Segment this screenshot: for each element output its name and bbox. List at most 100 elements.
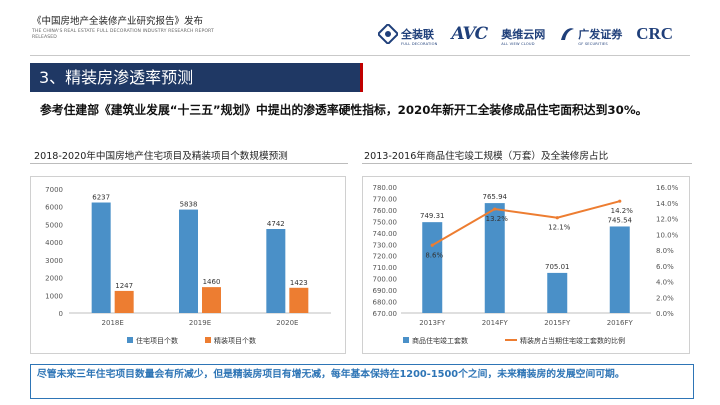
chart2-ytick-label: 740.00 [373, 230, 398, 238]
quanzhuanglian-icon [378, 24, 398, 44]
crc-logo: CRC [636, 24, 673, 44]
chart1-title-underline [30, 163, 348, 164]
chart1-ytick-label: 3000 [45, 257, 63, 265]
chart1-data-label: 6237 [92, 194, 110, 202]
chart2-frame: 670.00 680.00 690.00 700.00 710.00 720.00 730.… [362, 176, 690, 354]
chart2-y2tick-label: 10.0% [656, 231, 679, 239]
chart2-ytick-label: 690.00 [373, 287, 398, 295]
crc-name: CRC [636, 24, 674, 43]
chart2-xtick-label: 2016FY [607, 319, 634, 327]
chart2-ytick-label: 760.00 [373, 207, 398, 215]
chart2-legend-label-line: 精装房占当期住宅竣工套数的比例 [520, 336, 625, 345]
chart2-bar-data-label: 705.01 [545, 263, 570, 271]
chart1-bar-residential [179, 209, 198, 313]
avc-logo: AVC [451, 24, 489, 44]
gf-securities-icon [561, 28, 575, 40]
chart1-ytick-label: 6000 [45, 204, 63, 212]
chart1-bar-residential [91, 202, 111, 313]
chart2-line-point [555, 216, 559, 220]
chart1-legend-swatch [205, 337, 211, 343]
chart2-legend-swatch-bar [403, 337, 409, 343]
chart1-bar-decorated [202, 287, 221, 313]
chart1-legend-label: 精装项目个数 [214, 336, 256, 345]
chart2-line-point [430, 243, 434, 247]
chart1-xtick-label: 2020E [276, 319, 298, 327]
chart2-title: 2013-2016年商品住宅竣工规模（万套）及全装修房占比 [364, 151, 609, 162]
chart2-bar [484, 203, 505, 313]
chart2-ytick-label: 770.00 [373, 195, 398, 203]
chart1-ytick-label: 4000 [45, 239, 63, 247]
chart1-data-label: 1423 [290, 279, 308, 287]
chart2-bar [547, 272, 568, 313]
chart2-y2tick-label: 4.0% [656, 279, 674, 287]
chart1-ytick-label: 5000 [45, 221, 63, 229]
chart2-line-point [493, 207, 497, 211]
chart2-bar [609, 226, 630, 313]
chart2-ytick-label: 730.00 [373, 241, 398, 249]
chart1-title: 2018-2020年中国房地产住宅项目及精装项目个数规模预测 [34, 151, 288, 162]
chart2-svg: 670.00 680.00 690.00 700.00 710.00 720.00 730.… [373, 184, 679, 345]
chart2-ytick-label: 780.00 [373, 184, 398, 192]
allviewcloud-logo: 奥维云网 ALL VIEW CLOUD [501, 23, 545, 46]
chart2-line-point [618, 199, 622, 203]
chart2-y2tick-label: 0.0% [656, 310, 674, 318]
chart2-y2tick-label: 12.0% [656, 216, 679, 224]
quanzhuanglian-name: 全装联 [401, 27, 434, 41]
chart1-xtick-label: 2018E [102, 319, 124, 327]
key-statement: 参考住建部《建筑业发展“十三五”规划》中提出的渗透率硬性指标，2020年新开工全… [40, 103, 648, 117]
quanzhuanglian-logo: 全装联 FULL DECORATION [378, 23, 438, 46]
chart2-line-data-label: 12.1% [548, 224, 571, 232]
chart2-ratio-line [431, 200, 621, 247]
chart1-data-label: 4742 [267, 220, 285, 228]
chart2-xtick-label: 2013FY [419, 319, 446, 327]
chart1-legend-swatch [127, 337, 133, 343]
chart2-ytick-label: 680.00 [373, 299, 398, 307]
chart1-bar-decorated [289, 287, 309, 313]
chart1-bar-decorated [114, 290, 134, 313]
chart1-ytick-label: 2000 [45, 275, 63, 283]
chart1-ytick-label: 1000 [45, 292, 63, 300]
chart1-data-label: 5838 [180, 201, 198, 209]
quanzhuanglian-sub: FULL DECORATION [401, 41, 438, 46]
chart2-ytick-label: 750.00 [373, 218, 398, 226]
section-accent [360, 63, 363, 92]
chart2-line-data-label: 13.2% [486, 215, 509, 223]
chart2-ytick-label: 700.00 [373, 276, 398, 284]
chart2-y2tick-label: 14.0% [656, 200, 679, 208]
gf-securities-sub: GF SECURITIES [578, 41, 608, 46]
chart2-bar-data-label: 749.31 [420, 212, 445, 220]
chart2-xtick-label: 2015FY [544, 319, 571, 327]
chart2-bar [422, 222, 443, 313]
chart2-title-underline [362, 163, 692, 164]
chart2-y2tick-label: 8.0% [656, 247, 674, 255]
chart2-xtick-label: 2014FY [482, 319, 509, 327]
chart2-ytick-label: 670.00 [373, 310, 398, 318]
chart2-bar-data-label: 765.94 [483, 193, 508, 201]
chart2-line-data-label: 8.6% [425, 251, 443, 259]
logo-strip: 全装联 FULL DECORATION AVC 奥维云网 ALL VIEW CL… [378, 22, 673, 46]
report-title: 《中国房地产全装修产业研究报告》发布 [32, 16, 204, 27]
report-subtitle-en: THE CHINA'S REAL ESTATE FULL DECORATION … [32, 29, 214, 40]
chart1-legend-label: 住宅项目个数 [136, 336, 178, 345]
avc-name: AVC [451, 24, 489, 44]
chart1-data-label: 1247 [115, 282, 133, 290]
chart1-bar-residential [266, 228, 286, 313]
chart1-data-label: 1460 [203, 278, 221, 286]
chart2-ytick-label: 720.00 [373, 253, 398, 261]
allviewcloud-name: 奥维云网 [501, 27, 546, 41]
chart2-line-data-label: 14.2% [611, 207, 634, 215]
header-divider [30, 55, 690, 56]
chart2-bar-data-label: 745.54 [608, 216, 633, 224]
chart1-frame: 0 1000 2000 3000 4000 5000 6000 7000 6237 1247 201… [30, 176, 346, 354]
chart1-ytick-label: 7000 [45, 186, 63, 194]
chart2-legend-label-bar: 商品住宅竣工套数 [412, 336, 468, 345]
gf-securities-name: 广发证券 [578, 27, 623, 41]
chart2-y2tick-label: 16.0% [656, 184, 679, 192]
gf-securities-logo: 广发证券 GF SECURITIES [559, 23, 622, 46]
chart1-ytick-label: 0 [59, 310, 63, 318]
chart1-xtick-label: 2019E [189, 319, 211, 327]
allviewcloud-sub: ALL VIEW CLOUD [501, 41, 535, 46]
chart1-svg: 0 1000 2000 3000 4000 5000 6000 7000 6237 1247 201… [45, 186, 331, 345]
conclusion-box: 尽管未来三年住宅项目数量会有所减少，但是精装房项目有增无减，每年基本保持在120… [30, 364, 694, 399]
chart2-y2tick-label: 2.0% [656, 294, 674, 302]
